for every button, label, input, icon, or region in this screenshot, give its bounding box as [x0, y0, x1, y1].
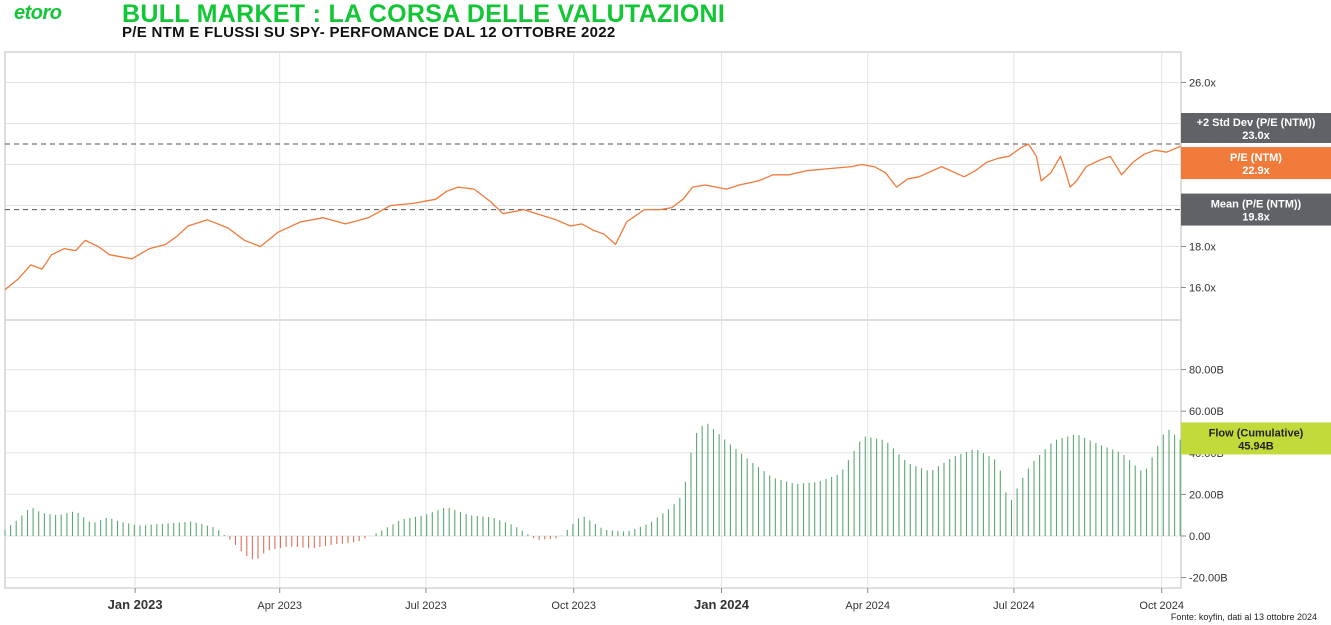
x-tick-label: Apr 2024 — [845, 600, 890, 612]
x-tick-label: Jul 2024 — [993, 600, 1035, 612]
y-tick-label-flow: 60.00B — [1189, 406, 1224, 418]
x-tick-label: Oct 2024 — [1139, 600, 1184, 612]
pe-line-group — [4, 143, 1182, 291]
mean-badge-box — [1181, 193, 1331, 226]
x-axis-ticks: Jan 2023 Apr 2023 Jul 2023 Oct 2023 Jan 2024… — [108, 588, 1184, 612]
value-badges: +2 Std Dev (P/E (NTM))23.0x P/E (NTM)22.9… — [1181, 113, 1331, 455]
flow-badge: Flow (Cumulative)45.94B — [1181, 422, 1331, 455]
etoro-logo: etoro — [14, 2, 62, 24]
pe-badge-box — [1181, 147, 1331, 180]
reference-lines — [5, 143, 1181, 211]
flow-bars — [4, 423, 1181, 560]
pe-badge: P/E (NTM)22.9x — [1181, 147, 1331, 180]
source-note: Fonte: koyfin, dati al 13 ottobre 2024 — [1170, 612, 1317, 622]
flow-badge-value: 45.94B — [1238, 440, 1274, 452]
x-tick-label: Oct 2023 — [551, 600, 596, 612]
x-tick-label: Jan 2024 — [694, 597, 750, 612]
x-tick-label: Jul 2023 — [405, 600, 447, 612]
std-dev-badge: +2 Std Dev (P/E (NTM))23.0x — [1181, 113, 1331, 143]
pe-badge-label: P/E (NTM) — [1230, 152, 1282, 164]
std-dev-badge-value: 23.0x — [1242, 130, 1270, 142]
mean-badge-label: Mean (P/E (NTM)) — [1211, 199, 1302, 211]
x-tick-label: Apr 2023 — [257, 600, 302, 612]
y-tick-label-pe: 26.0x — [1189, 78, 1216, 90]
x-tick-label: Jan 2023 — [108, 597, 163, 612]
grid-lines — [5, 52, 1181, 588]
mean-badge: Mean (P/E (NTM))19.8x — [1181, 193, 1331, 226]
flow-badge-label: Flow (Cumulative) — [1209, 427, 1304, 439]
y-tick-label-pe: 16.0x — [1189, 283, 1216, 295]
y-tick-label-flow: 20.00B — [1189, 489, 1224, 501]
flow-badge-box — [1181, 422, 1331, 455]
pe-badge-value: 22.9x — [1242, 165, 1270, 177]
y-tick-label-flow: 0.00 — [1189, 531, 1210, 543]
pe-line — [4, 143, 1182, 291]
mean-badge-value: 19.8x — [1242, 212, 1270, 224]
y-tick-label-pe: 18.0x — [1189, 242, 1216, 254]
y-tick-label-flow: 80.00B — [1189, 365, 1224, 377]
chart-title: BULL MARKET : LA CORSA DELLE VALUTAZIONI — [122, 0, 726, 28]
chart-subtitle: P/E NTM E FLUSSI SU SPY- PERFOMANCE DAL … — [122, 24, 616, 41]
y-tick-label-flow: -20.00B — [1189, 573, 1228, 585]
std-dev-badge-label: +2 Std Dev (P/E (NTM)) — [1197, 117, 1316, 129]
std-dev-badge-box — [1181, 113, 1331, 143]
